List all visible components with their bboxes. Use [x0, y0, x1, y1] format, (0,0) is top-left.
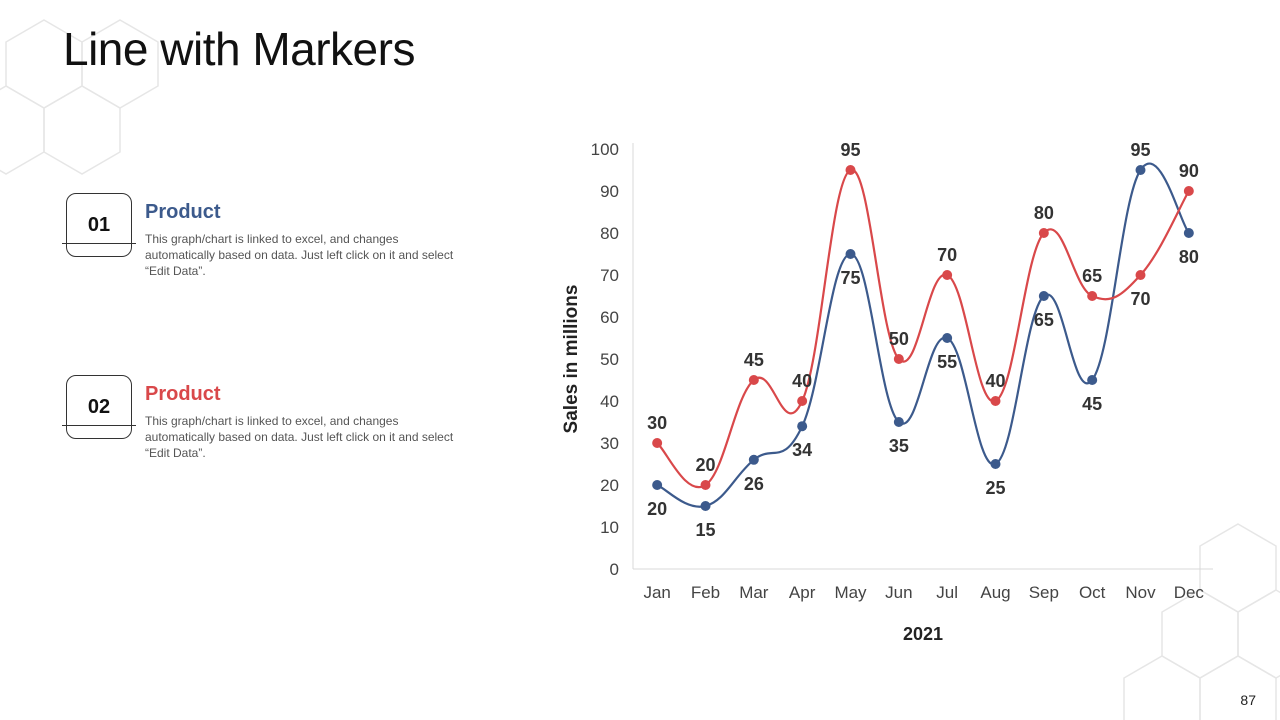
x-tick-label: Sep [1029, 583, 1059, 602]
product-item-01: 01 Product This graph/chart is linked to… [62, 193, 462, 278]
y-tick-label: 20 [600, 476, 619, 495]
series-1-data-label: 55 [937, 352, 957, 372]
series-2-data-label: 65 [1082, 266, 1102, 286]
y-tick-label: 10 [600, 518, 619, 537]
series-1-marker [1183, 228, 1194, 238]
series-1-data-label: 26 [744, 474, 764, 494]
series-2-data-label: 40 [985, 371, 1005, 391]
badge-underline [62, 425, 136, 426]
series-2-data-label: 30 [647, 413, 667, 433]
series-1-data-label: 35 [889, 436, 909, 456]
x-tick-label: Jul [936, 583, 958, 602]
series-2-marker [942, 270, 953, 280]
y-tick-label: 40 [600, 392, 619, 411]
series-2-data-label: 80 [1034, 203, 1054, 223]
x-tick-label: Oct [1079, 583, 1106, 602]
series-1-marker [893, 417, 904, 427]
series-line-1 [656, 162, 1190, 508]
x-tick-label: Mar [739, 583, 769, 602]
series-2-data-label: 20 [695, 455, 715, 475]
x-tick-label: Jun [885, 583, 912, 602]
series-2-marker [1087, 291, 1098, 301]
series-1-marker [1135, 165, 1146, 175]
series-2-data-label: 95 [840, 140, 860, 160]
series-2-data-label: 50 [889, 329, 909, 349]
series-1-data-label: 34 [792, 440, 812, 460]
series-1-marker [845, 249, 856, 259]
series-2-marker [1183, 186, 1194, 196]
page-number: 87 [1240, 692, 1256, 708]
x-tick-label: Feb [691, 583, 720, 602]
series-2-marker [700, 480, 711, 490]
x-axis-title: 2021 [903, 624, 943, 644]
y-tick-label: 90 [600, 182, 619, 201]
item-description: This graph/chart is linked to excel, and… [145, 414, 454, 460]
y-tick-label: 100 [591, 140, 619, 159]
series-2-marker [845, 165, 856, 175]
series-2-marker [797, 396, 808, 406]
series-1-marker [652, 480, 663, 490]
series-1-marker [990, 459, 1001, 469]
series-2-data-label: 40 [792, 371, 812, 391]
series-line-2 [656, 168, 1190, 489]
y-tick-label: 80 [600, 224, 619, 243]
item-heading: Product [145, 201, 221, 223]
series-2-marker [652, 438, 663, 448]
series-2-marker [1038, 228, 1049, 238]
x-tick-label: Apr [789, 583, 816, 602]
x-tick-label: Aug [980, 583, 1010, 602]
series-1-data-label: 45 [1082, 394, 1102, 414]
y-tick-label: 70 [600, 266, 619, 285]
item-heading: Product [145, 383, 221, 405]
series-1-data-label: 65 [1034, 310, 1054, 330]
series-2-marker [990, 396, 1001, 406]
x-tick-label: Jan [643, 583, 670, 602]
item-number-badge: 01 [66, 193, 132, 257]
y-tick-label: 60 [600, 308, 619, 327]
badge-underline [62, 243, 136, 244]
y-tick-label: 50 [600, 350, 619, 369]
series-2-marker [893, 354, 904, 364]
series-1-data-label: 75 [840, 268, 860, 288]
series-1-marker [942, 333, 953, 343]
y-tick-label: 0 [610, 560, 619, 579]
series-1-data-label: 25 [985, 478, 1005, 498]
series-1-marker [1087, 375, 1098, 385]
x-tick-label: Dec [1174, 583, 1205, 602]
series-1-marker [700, 501, 711, 511]
y-axis-title: Sales in millions [561, 285, 582, 434]
series-2-data-label: 70 [937, 245, 957, 265]
item-number-badge: 02 [66, 375, 132, 439]
series-1-marker [748, 454, 759, 465]
x-tick-label: Nov [1125, 583, 1156, 602]
series-2-marker [748, 375, 759, 385]
series-1-data-label: 95 [1130, 140, 1150, 160]
series-1-data-label: 15 [695, 520, 715, 540]
series-2-data-label: 70 [1130, 289, 1150, 309]
series-1-data-label: 20 [647, 499, 667, 519]
x-tick-label: May [834, 583, 867, 602]
series-2-data-label: 90 [1179, 161, 1199, 181]
series-2-marker [1135, 270, 1146, 280]
y-tick-label: 30 [600, 434, 619, 453]
series-1-marker [797, 421, 808, 432]
series-2-data-label: 45 [744, 350, 764, 370]
slide-title: Line with Markers [63, 23, 415, 75]
series-1-data-label: 80 [1179, 247, 1199, 267]
product-item-02: 02 Product This graph/chart is linked to… [62, 375, 462, 460]
item-description: This graph/chart is linked to excel, and… [145, 232, 454, 278]
series-1-marker [1038, 291, 1049, 301]
